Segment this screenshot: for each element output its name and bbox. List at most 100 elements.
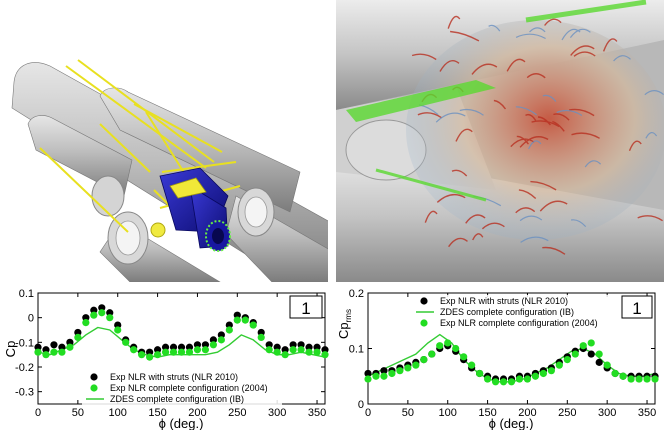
data-point [265, 346, 273, 354]
legend-label: Exp NLR with struts (NLR 2010) [440, 296, 568, 306]
data-point [114, 326, 122, 334]
data-point [138, 351, 146, 359]
data-point [209, 341, 217, 349]
vortex-structures-icon [346, 0, 664, 255]
data-point [305, 348, 313, 356]
data-point [364, 375, 372, 383]
x-axis-label: ϕ (deg.) [489, 416, 534, 430]
data-point [547, 367, 555, 375]
data-point [98, 309, 106, 317]
data-point [396, 367, 404, 375]
x-tick-label: 150 [478, 407, 496, 419]
data-point [34, 348, 42, 356]
data-point [380, 367, 388, 375]
data-point [412, 361, 420, 369]
x-tick-label: 350 [638, 407, 656, 419]
data-point [297, 341, 305, 349]
y-axis-label: Cp [3, 341, 18, 358]
data-point [452, 344, 460, 353]
data-point [66, 338, 74, 346]
data-point [257, 328, 265, 337]
y-tick-label: -0.3 [15, 387, 34, 399]
data-point [177, 343, 186, 351]
y-tick-label: 0 [28, 313, 34, 325]
x-tick-label: 200 [518, 407, 536, 419]
data-point [603, 361, 611, 369]
data-point [571, 350, 579, 358]
y-tick-label: 0.2 [349, 288, 364, 300]
x-tick-label: 350 [308, 407, 326, 419]
data-point [265, 341, 273, 349]
data-point [281, 351, 289, 359]
data-point [313, 343, 321, 351]
data-point [587, 350, 595, 358]
y-tick-label: -0.2 [15, 362, 34, 374]
data-point [388, 369, 396, 378]
data-point [579, 342, 587, 350]
data-point [185, 343, 194, 351]
data-point [563, 356, 571, 364]
x-tick-label: 300 [268, 407, 286, 419]
legend: Exp NLR with struts (NLR 2010)Exp NLR co… [82, 371, 282, 408]
data-point [468, 361, 476, 369]
legend-marker [420, 297, 428, 305]
data-point [444, 339, 452, 347]
data-point [643, 375, 651, 383]
data-point [313, 348, 321, 356]
legend-label: Exp NLR with struts (NLR 2010) [110, 372, 238, 382]
data-point [372, 372, 380, 380]
data-point [539, 369, 547, 378]
data-point [153, 346, 162, 354]
y-tick-labels: 0 0.1 0.2 [349, 288, 364, 411]
data-point [249, 321, 257, 329]
data-point [428, 350, 436, 358]
data-point [114, 321, 122, 329]
nozzle-icon [159, 167, 231, 252]
data-point [106, 314, 114, 322]
data-point [587, 339, 595, 347]
x-tick-labels: 0 50 100 150 200 250 300 350 [35, 407, 326, 419]
data-point [50, 348, 58, 356]
data-point [499, 378, 508, 386]
data-point [217, 336, 225, 344]
data-point [619, 372, 627, 380]
data-point [595, 350, 603, 358]
legend-label: Exp NLR complete configuration (2004) [440, 318, 598, 328]
data-point [321, 351, 329, 359]
data-point [58, 348, 66, 356]
data-point [66, 343, 74, 351]
booster-icon [11, 62, 328, 282]
data-point [257, 333, 265, 341]
legend-background [412, 295, 612, 332]
panel-label-box [289, 295, 323, 319]
x-axis-label: ϕ (deg.) [159, 416, 204, 430]
x-tick-label: 50 [402, 407, 414, 419]
data-point [90, 306, 98, 314]
y-axis-label: Cprms [336, 309, 353, 339]
data-point [483, 375, 492, 383]
x-tick-labels: 0 50 100 150 200 250 300 350 [365, 407, 656, 419]
data-point [193, 346, 202, 354]
panel-label-box [621, 295, 653, 319]
legend: Exp NLR with struts (NLR 2010)ZDES compl… [412, 295, 612, 332]
x-tick-label: 250 [558, 407, 576, 419]
data-point [289, 341, 297, 349]
y-tick-label: 0.1 [19, 288, 34, 300]
data-point [651, 375, 659, 383]
x-tick-label: 250 [228, 407, 246, 419]
data-point [193, 341, 202, 349]
data-point [82, 319, 90, 327]
panel-label: 1 [301, 299, 310, 318]
data-point [42, 351, 50, 359]
data-point [74, 328, 82, 337]
data-point [297, 346, 305, 354]
data-point [169, 343, 178, 351]
data-point [225, 326, 233, 334]
cp-chart: 0 50 100 150 200 250 300 350 0.1 0 -0.1 -0.2 -0.3 ϕ… [3, 288, 329, 430]
x-tick-label: 150 [148, 407, 166, 419]
data-point [153, 351, 162, 359]
x-tick-label: 0 [35, 407, 41, 419]
data-point [595, 358, 603, 366]
x-tick-label: 0 [365, 407, 371, 419]
legend-marker [90, 384, 98, 392]
